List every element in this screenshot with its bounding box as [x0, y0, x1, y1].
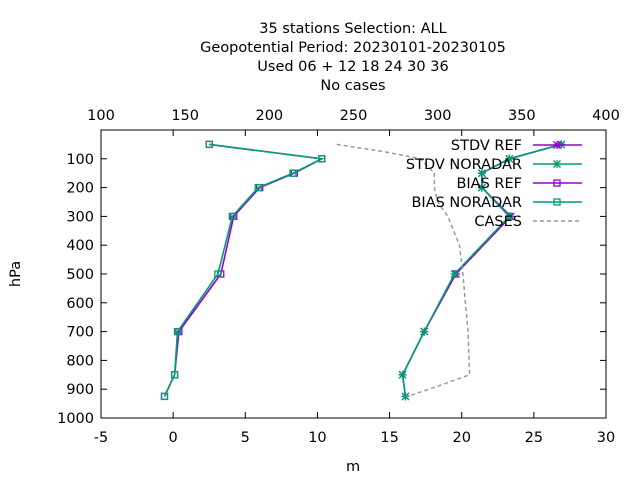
data-point-square: [160, 392, 169, 401]
data-point-square: [170, 371, 179, 379]
data-point-square: [553, 198, 561, 206]
data-point-star: [505, 154, 514, 163]
series-bias-noradar: [160, 140, 326, 401]
y-tick-label: 800: [66, 353, 94, 369]
data-point-square: [205, 140, 213, 149]
x-bottom-tick-label: 15: [380, 430, 398, 446]
x-bottom-tick-label: 5: [241, 430, 250, 446]
y-tick-label: 700: [66, 325, 94, 341]
x-top-tick-label: 150: [171, 108, 199, 124]
data-point-star: [477, 169, 486, 178]
x-axis-label: m: [346, 459, 360, 475]
x-top-tick-label: 200: [255, 108, 283, 124]
y-tick-label: 400: [66, 238, 94, 254]
legend-label: STDV REF: [451, 138, 522, 154]
data-point-square: [254, 183, 262, 192]
series-bias-ref: [160, 140, 326, 401]
legend-label: CASES: [474, 214, 522, 230]
x-top-tick-label: 100: [87, 108, 115, 124]
data-point-star: [553, 141, 561, 149]
data-point-square: [553, 179, 561, 187]
series-line: [163, 143, 325, 397]
y-tick-label: 1000: [57, 411, 94, 427]
x-top-tick-label: 400: [592, 108, 620, 124]
data-point-square: [214, 270, 222, 278]
data-point-star: [450, 270, 459, 278]
chart-title-line-3: Used 06 + 12 18 24 30 36: [257, 59, 448, 75]
x-bottom-tick-label: 10: [308, 430, 326, 446]
legend-label: STDV NORADAR: [406, 157, 522, 173]
legend-label: BIAS REF: [456, 176, 522, 192]
data-point-star: [420, 327, 429, 336]
y-tick-label: 600: [66, 296, 94, 312]
y-axis-label: hPa: [8, 261, 24, 287]
series-line: [336, 143, 471, 398]
data-point-star: [553, 160, 561, 168]
data-point-square: [318, 155, 326, 163]
x-bottom-tick-label: 30: [597, 430, 615, 446]
y-tick-label: 100: [66, 152, 94, 168]
y-tick-label: 300: [66, 209, 94, 225]
x-bottom-tick-label: 25: [525, 430, 543, 446]
series-cases: [336, 143, 471, 398]
x-top-tick-label: 250: [340, 108, 368, 124]
x-bottom-tick-label: -5: [94, 430, 108, 446]
x-bottom-tick-label: 20: [452, 430, 470, 446]
legend-label: BIAS NORADAR: [411, 195, 522, 211]
data-point-star: [505, 212, 514, 221]
chart-title-line-4: No cases: [320, 78, 385, 94]
legend: STDV REF STDV NORADAR BIAS REF BIAS NORADAR…: [406, 138, 582, 230]
chart-title-line-2: Geopotential Period: 20230101-20230105: [200, 40, 506, 56]
y-tick-label: 900: [66, 382, 94, 398]
data-point-star: [477, 183, 486, 192]
x-top-tick-label: 350: [508, 108, 536, 124]
data-point-square: [228, 212, 236, 221]
x-top-tick-label: 300: [424, 108, 452, 124]
series-line: [163, 143, 325, 397]
y-tick-label: 200: [66, 181, 94, 197]
data-point-square: [173, 327, 182, 336]
axes-layer: -5 0 5 10 15 20 25 30 100 150 200 250 300 350 400 100 20…: [57, 108, 620, 446]
data-point-square: [289, 169, 297, 177]
data-point-square: [160, 392, 169, 401]
data-point-star: [398, 370, 407, 379]
chart-title-line-1: 35 stations Selection: ALL: [259, 21, 447, 37]
plot-frame: [100, 129, 607, 419]
y-tick-label: 500: [66, 267, 94, 283]
x-bottom-tick-label: 0: [169, 430, 178, 446]
